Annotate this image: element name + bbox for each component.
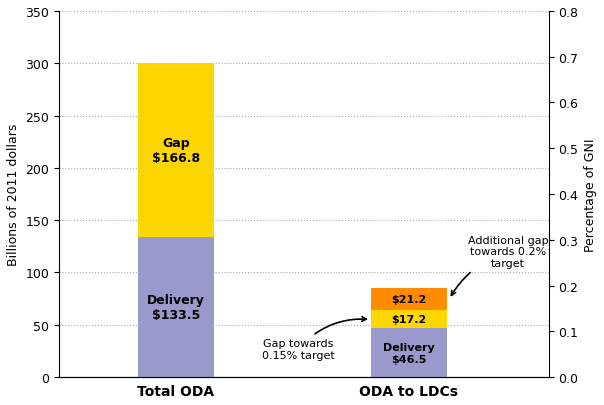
Y-axis label: Percentage of GNI: Percentage of GNI <box>584 138 597 251</box>
Bar <box>138 64 214 238</box>
Text: Delivery
$46.5: Delivery $46.5 <box>383 342 435 364</box>
Text: $21.2: $21.2 <box>391 295 426 305</box>
Y-axis label: Billions of 2011 dollars: Billions of 2011 dollars <box>7 124 20 266</box>
Text: $17.2: $17.2 <box>391 315 426 325</box>
Text: Gap towards
0.15% target: Gap towards 0.15% target <box>262 317 367 360</box>
Bar <box>371 289 447 311</box>
Bar <box>371 328 447 377</box>
Bar <box>138 238 214 377</box>
Text: Additional gap
towards 0.2%
target: Additional gap towards 0.2% target <box>451 235 548 296</box>
Text: Delivery
$133.5: Delivery $133.5 <box>147 294 205 322</box>
Bar <box>371 311 447 328</box>
Text: Gap
$166.8: Gap $166.8 <box>152 137 200 165</box>
